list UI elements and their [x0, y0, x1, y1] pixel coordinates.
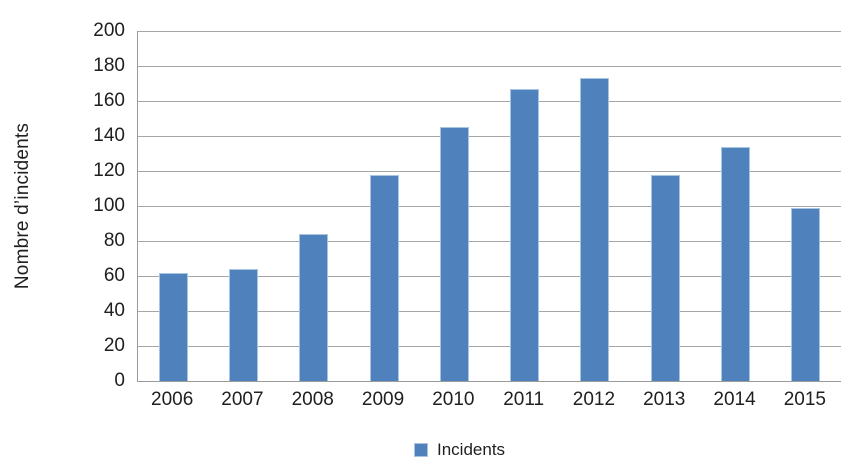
x-tick-label-2015: 2015 [783, 389, 826, 410]
bar-2014 [721, 146, 751, 381]
y-tick-label-100: 100 [93, 195, 125, 216]
gridline-140 [138, 135, 841, 137]
x-tick-label-2006: 2006 [151, 389, 194, 410]
bar-2011 [510, 88, 540, 381]
bar-2015 [791, 207, 821, 381]
y-tick-label-140: 140 [93, 125, 125, 146]
x-tick-label-2012: 2012 [572, 389, 616, 410]
gridline-120 [138, 170, 841, 172]
gridline-160 [138, 100, 841, 102]
gridline-200 [138, 30, 841, 32]
y-tick-label-40: 40 [103, 300, 125, 321]
x-tick-label-2013: 2013 [643, 389, 686, 410]
y-axis-tick-labels: 0 20 40 60 80 100 120 140 160 180 200 [0, 20, 125, 391]
y-tick-label-200: 200 [93, 20, 125, 41]
gridline-60 [138, 275, 841, 277]
y-tick-label-80: 80 [103, 230, 125, 251]
x-tick-label-2008: 2008 [291, 389, 334, 410]
bar-2012 [580, 78, 610, 381]
bar-2013 [650, 174, 680, 381]
legend-swatch-incidents-icon [414, 443, 428, 457]
gridline-80 [138, 240, 841, 242]
y-tick-label-0: 0 [114, 370, 125, 391]
x-tick-label-2014: 2014 [713, 389, 756, 410]
y-tick-label-120: 120 [93, 160, 125, 181]
y-tick-label-60: 60 [103, 265, 125, 286]
bar-2008 [299, 234, 329, 381]
legend: Incidents [414, 441, 505, 459]
bar-2010 [439, 127, 469, 381]
gridline-40 [138, 310, 841, 312]
gridline-20 [138, 345, 841, 347]
plot-area [137, 30, 841, 382]
y-tick-label-180: 180 [93, 55, 125, 76]
bar-2007 [228, 269, 258, 381]
gridline-180 [138, 65, 841, 67]
bar-2009 [369, 174, 399, 381]
x-tick-label-2009: 2009 [361, 389, 405, 410]
gridline-100 [138, 205, 841, 207]
legend-label: Incidents [437, 440, 506, 459]
x-tick-label-2010: 2010 [432, 389, 475, 410]
y-tick-label-20: 20 [103, 335, 125, 356]
x-axis-tick-labels: 2006 2007 2008 2009 2010 2011 2012 2013 2014 2015 [137, 388, 840, 414]
bar-2006 [158, 272, 188, 381]
x-tick-label-2007: 2007 [221, 389, 264, 410]
y-tick-label-160: 160 [93, 90, 125, 111]
x-tick-label-2011: 2011 [503, 389, 545, 410]
